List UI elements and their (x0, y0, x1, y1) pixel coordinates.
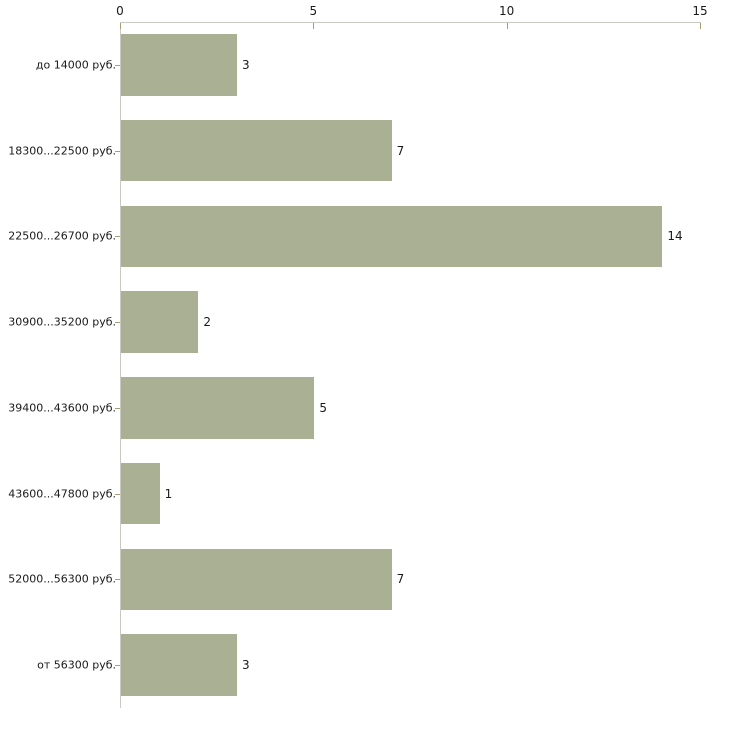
bar-value-label: 3 (242, 57, 250, 72)
y-axis-line (120, 22, 121, 708)
y-axis-tick (115, 322, 120, 324)
bar[interactable] (121, 634, 237, 696)
bar-value-label: 5 (319, 400, 327, 415)
bar-value-label: 7 (396, 143, 405, 158)
bar-row: 14 (0, 205, 730, 268)
y-axis-tick (115, 236, 120, 238)
x-axis-tick-label: 10 (499, 4, 515, 18)
bar-row: 2 (0, 291, 730, 353)
bar[interactable] (121, 548, 392, 611)
bar-row: 5 (0, 377, 730, 439)
bar[interactable] (121, 205, 663, 268)
bar[interactable] (121, 119, 392, 182)
x-axis-line (120, 22, 701, 23)
bar-row: 3 (0, 34, 730, 96)
x-axis-tick-label: 15 (692, 4, 708, 18)
x-axis-tick (700, 23, 701, 29)
category-label: 30900...35200 руб. (8, 315, 116, 329)
bar-value-label: 2 (203, 315, 211, 330)
bar-value-label: 14 (667, 229, 683, 244)
category-label: 18300...22500 руб. (8, 144, 116, 158)
category-label: от 56300 руб. (37, 658, 116, 672)
category-label: 22500...26700 руб. (8, 229, 116, 243)
x-axis-tick (313, 23, 315, 29)
bar[interactable] (121, 462, 160, 525)
x-axis-tick (506, 23, 508, 29)
bar-value-label: 7 (396, 572, 405, 587)
bar[interactable] (121, 291, 199, 353)
y-axis-tick (115, 579, 120, 581)
bar-row: 1 (0, 462, 730, 525)
bar-value-label: 1 (164, 486, 173, 501)
y-axis-tick (115, 665, 120, 667)
x-axis-tick-label: 5 (309, 4, 318, 18)
bar-row: 7 (0, 119, 730, 182)
category-label: до 14000 руб. (35, 58, 116, 72)
bar[interactable] (121, 34, 237, 96)
y-axis-tick (115, 150, 120, 152)
category-label: 39400...43600 руб. (8, 401, 116, 415)
bar-row: 7 (0, 548, 730, 611)
category-label: 43600...47800 руб. (8, 487, 116, 501)
x-axis-tick (120, 23, 121, 29)
y-axis-tick (115, 493, 120, 495)
category-label: 52000...56300 руб. (8, 572, 116, 586)
bar-row: 3 (0, 634, 730, 696)
y-axis-tick (115, 407, 120, 409)
bar-value-label: 3 (242, 658, 250, 673)
x-axis-tick-label: 0 (116, 4, 124, 18)
bar[interactable] (121, 377, 315, 439)
y-axis-tick (115, 64, 120, 66)
